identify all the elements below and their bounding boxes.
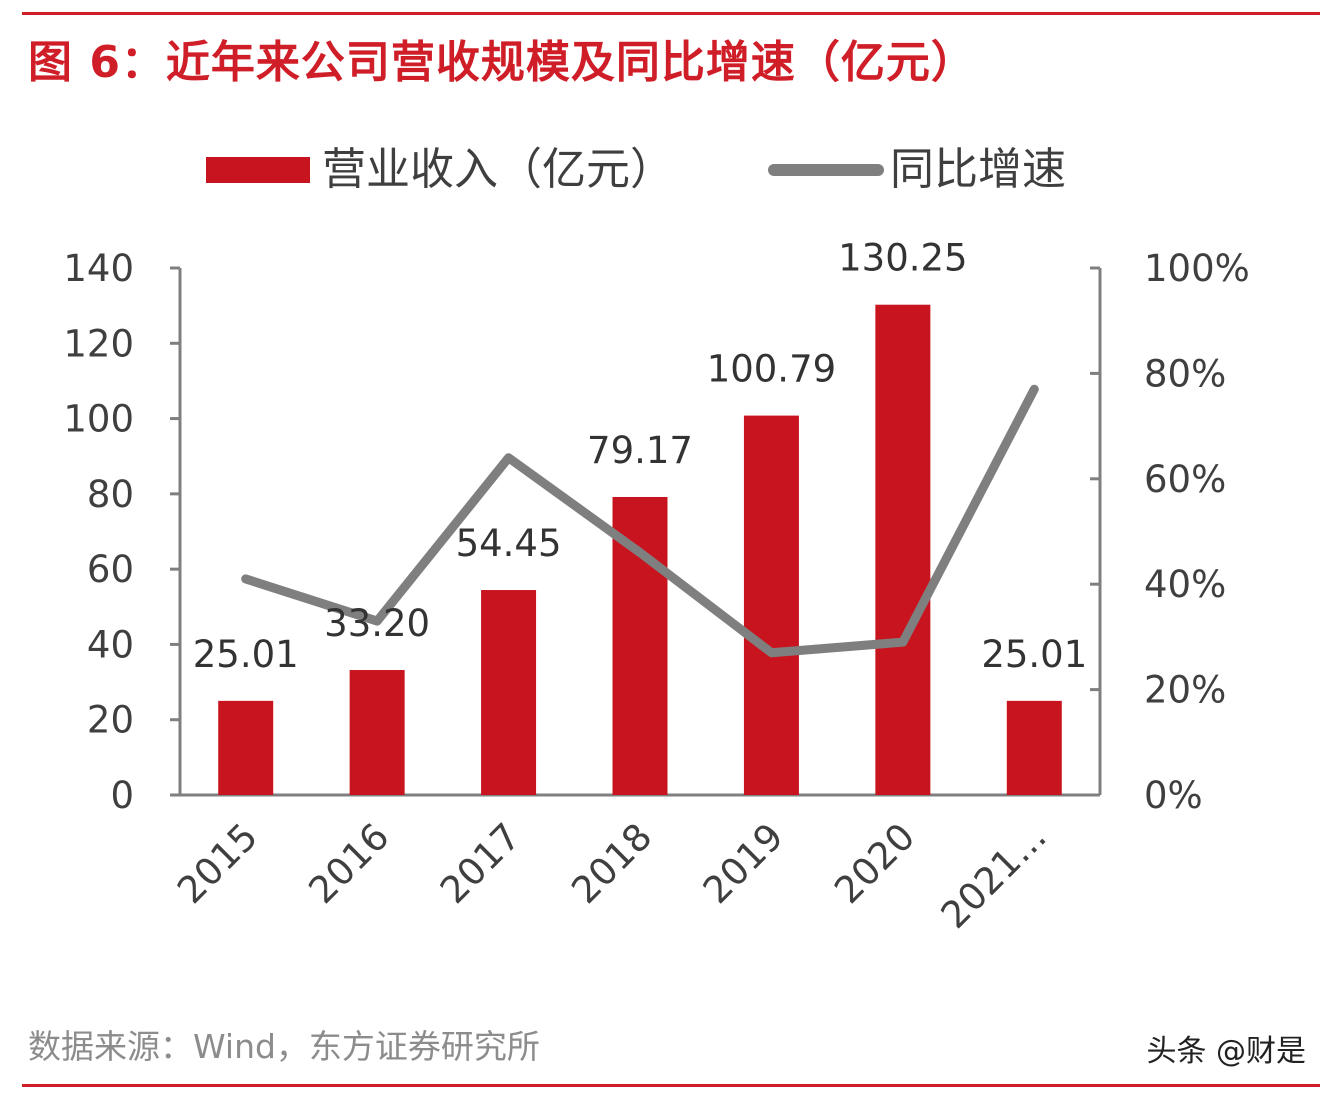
bar (481, 590, 537, 795)
top-rule (22, 12, 1320, 15)
legend-swatch-revenue (206, 157, 310, 183)
y-right-tick-label: 100% (1144, 247, 1250, 290)
y-right-tick-label: 0% (1144, 774, 1203, 817)
bar-series (218, 304, 1062, 795)
watermark: 头条 @财是 (1146, 1034, 1306, 1069)
category-label: 2020 (826, 815, 923, 912)
y-right-tick-label: 40% (1144, 563, 1226, 606)
bottom-rule (22, 1084, 1320, 1087)
category-label: 2015 (169, 815, 266, 912)
y-left-tick-label: 20 (87, 699, 134, 742)
y-right-tick-label: 60% (1144, 458, 1226, 501)
y-right-tick-label: 80% (1144, 352, 1226, 395)
bar-value-label: 25.01 (193, 633, 299, 676)
y-left-tick-label: 140 (63, 247, 134, 290)
y-right-tick-label: 20% (1144, 669, 1226, 712)
category-label: 2017 (432, 815, 529, 912)
bar-value-label: 25.01 (981, 633, 1087, 676)
chart-title: 图 6：近年来公司营收规模及同比增速（亿元） (28, 37, 976, 88)
bar-value-label: 54.45 (456, 522, 562, 565)
bar (1006, 700, 1062, 795)
bar (743, 415, 799, 795)
legend: 营业收入（亿元） 同比增速 (206, 144, 1066, 195)
y-left-tick-label: 100 (63, 398, 134, 441)
bar-value-label: 100.79 (707, 348, 836, 391)
bar (875, 304, 931, 795)
chart-canvas: 营业收入（亿元） 同比增速 0 20 40 60 80 100 120 140 0% 20% 40%… (63, 144, 1249, 937)
data-labels: 25.01 33.20 54.45 79.17 100.79 130.25 25.01 (193, 237, 1088, 676)
growth-line (241, 384, 1039, 658)
category-label: 2019 (695, 815, 792, 912)
source-note: 数据来源：Wind，东方证券研究所 (28, 1027, 540, 1066)
bar-value-label: 79.17 (587, 429, 693, 472)
axes: 0 20 40 60 80 100 120 140 0% 20% 40% 60% 80% 100% (63, 247, 1249, 817)
y-left-tick-label: 0 (110, 774, 134, 817)
bar-value-label: 33.20 (324, 602, 430, 645)
category-label: 2021... (933, 815, 1055, 937)
line-series (241, 384, 1039, 658)
category-label: 2016 (301, 815, 398, 912)
bar-value-label: 130.25 (838, 237, 967, 280)
y-left-tick-label: 80 (87, 473, 134, 516)
y-left-tick-label: 40 (87, 623, 134, 666)
y-left-tick-label: 120 (63, 322, 134, 365)
legend-label-revenue: 营业收入（亿元） (322, 144, 674, 195)
y-left-tick-label: 60 (87, 548, 134, 591)
bar (349, 670, 405, 795)
bar (612, 496, 668, 795)
bar (218, 700, 274, 795)
category-label: 2018 (563, 815, 660, 912)
legend-label-growth: 同比增速 (890, 144, 1066, 195)
category-labels: 2015 2016 2017 2018 2019 2020 2021... (169, 815, 1055, 937)
